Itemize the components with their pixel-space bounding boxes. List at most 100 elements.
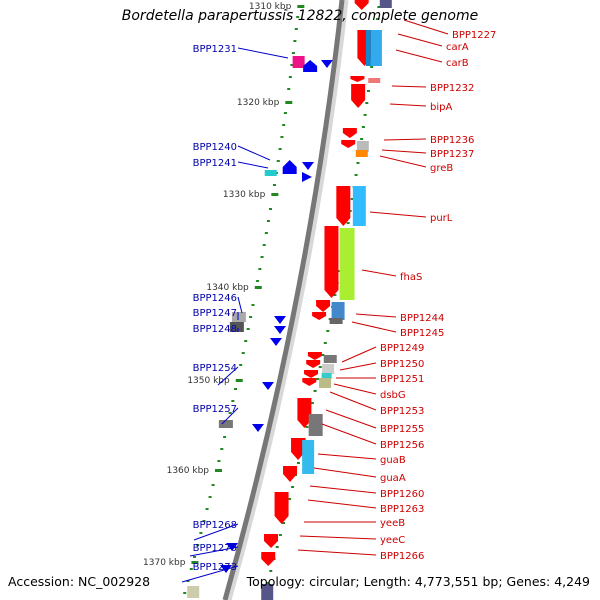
scale-label: 1340 kbp (206, 283, 249, 293)
gene-features (187, 0, 392, 600)
right-gene-label: BPP1253 (380, 406, 424, 417)
scale-dot (202, 520, 206, 522)
left-connector-line (181, 565, 239, 583)
scale-label: 1310 kbp (249, 2, 292, 12)
gene-arrow (336, 186, 351, 226)
right-gene-label: BPP1244 (400, 313, 444, 324)
scale-dot (189, 568, 193, 570)
right-gene-label: carA (446, 42, 469, 53)
scale-tick (235, 379, 243, 382)
gene-arrow (291, 438, 306, 460)
scale-dot-right (310, 402, 314, 404)
right-gene-label: yeeB (380, 518, 405, 529)
scale-dot (223, 436, 227, 438)
scale-label: 1370 kbp (143, 558, 186, 568)
scale-dot (276, 160, 280, 162)
scale-dot-right (361, 126, 365, 128)
scale-dot (256, 280, 260, 282)
scale-dot (183, 592, 187, 594)
scale-dot (280, 136, 284, 138)
gene-arrow (274, 492, 289, 524)
gene-box (264, 170, 277, 176)
scale-dot-right (318, 366, 322, 368)
scale-dot (249, 316, 253, 318)
gene-arrow-small (270, 338, 282, 346)
gene-box (356, 141, 369, 152)
scale-dot-right (354, 174, 358, 176)
map-title: Bordetella parapertussis 12822, complete… (121, 8, 479, 24)
gene-arrow (304, 370, 319, 378)
scale-dot (220, 448, 224, 450)
gene-arrow-small (252, 424, 264, 432)
gene-arrow (297, 398, 312, 428)
scale-dot (291, 52, 295, 54)
scale-dot (196, 544, 200, 546)
scale-dot-right (281, 522, 285, 524)
scale-dot-right (323, 342, 327, 344)
gene-box (261, 584, 274, 600)
scale-dot (205, 508, 209, 510)
scale-tick (271, 193, 279, 196)
scale-dot-right (275, 546, 279, 548)
gene-box (187, 586, 200, 598)
gene-arrow-small (274, 326, 286, 334)
genome-backbone (222, 0, 345, 600)
scale-dot-right (288, 498, 292, 500)
right-connector-line (369, 211, 427, 218)
right-gene-label: greB (430, 163, 453, 174)
right-gene-label: purL (430, 213, 453, 224)
scale-dot-right (321, 354, 325, 356)
gene-box (352, 186, 366, 226)
scale-dot (294, 28, 298, 30)
gene-box (321, 373, 332, 379)
gene-arrow (306, 360, 321, 368)
accession-text: Accession: NC_002928 (8, 574, 151, 589)
scale-dot (239, 364, 243, 366)
genome-info-text: Topology: circular; Length: 4,773,551 bp… (246, 574, 590, 589)
scale-dot-right (337, 270, 341, 272)
gene-arrow (283, 466, 298, 482)
gene-arrow (303, 60, 318, 72)
scale-dot-right (363, 114, 367, 116)
gene-box (231, 312, 246, 322)
right-connector-line (381, 149, 427, 154)
left-connector-line (237, 161, 269, 169)
scale-dot (193, 556, 197, 558)
scale-dot (290, 64, 294, 66)
gene-box (331, 302, 345, 320)
label-connectors (181, 19, 449, 583)
right-gene-label: BPP1266 (380, 551, 424, 562)
right-connector-line (355, 313, 397, 318)
right-connector-line (321, 423, 377, 445)
scale-dot (233, 388, 237, 390)
scale-label: 1360 kbp (167, 466, 210, 476)
scale-tick (297, 5, 305, 8)
gene-arrow (350, 76, 365, 82)
scale-dot (278, 148, 282, 150)
gene-box (302, 440, 315, 474)
gene-arrow (351, 84, 366, 108)
gene-arrow (312, 312, 327, 320)
right-gene-label: BPP1250 (380, 359, 424, 370)
gene-arrow (342, 128, 357, 138)
scale-dot (258, 268, 262, 270)
gene-box (355, 150, 368, 157)
right-connector-line (309, 485, 377, 494)
gene-arrow (341, 140, 356, 148)
gene-arrow-small (302, 162, 314, 170)
gene-arrow (316, 300, 331, 312)
scale-dot (241, 352, 245, 354)
gene-arrow (307, 352, 322, 360)
gene-box (218, 420, 233, 428)
right-connector-line (403, 19, 449, 35)
scale-dot-right (291, 486, 295, 488)
right-gene-label: BPP1237 (430, 149, 474, 160)
scale-dot-right (333, 294, 337, 296)
gene-arrow (264, 534, 279, 548)
gene-arrow (354, 0, 369, 10)
gene-box (292, 56, 305, 68)
scale-dot (260, 256, 264, 258)
scale-dot (186, 580, 190, 582)
right-gene-label: fhaS (400, 272, 422, 283)
